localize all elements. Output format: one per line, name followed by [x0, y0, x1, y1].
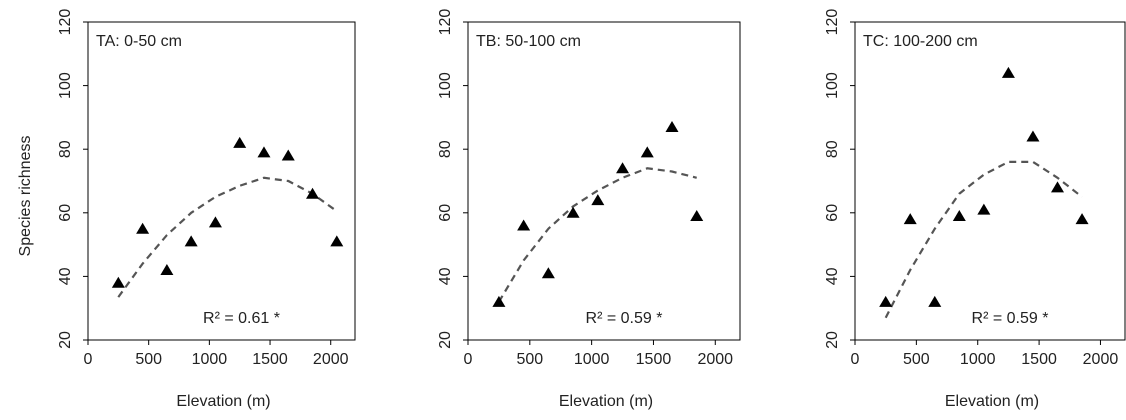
data-point [184, 235, 198, 247]
x-tick-label: 2000 [313, 351, 349, 368]
y-axis-label: Species richness [17, 136, 34, 257]
data-point [1075, 213, 1089, 225]
data-point [306, 187, 320, 199]
data-point [517, 219, 531, 231]
data-point [665, 120, 679, 132]
y-tick-label: 40 [824, 267, 841, 285]
r-squared-annotation: R² = 0.59 * [586, 310, 663, 327]
y-tick-label: 100 [824, 72, 841, 99]
plot-frame [854, 21, 1126, 341]
x-tick-label: 1500 [636, 351, 672, 368]
data-point [616, 162, 630, 174]
x-tick-label: 0 [84, 351, 93, 368]
data-point [566, 206, 580, 218]
y-tick-label: 60 [437, 204, 454, 222]
y-tick-label: 20 [437, 331, 454, 349]
trend-line [117, 176, 338, 298]
plot-frame [87, 21, 356, 341]
trend-line [884, 160, 1083, 319]
y-tick-label: 60 [824, 204, 841, 222]
data-point [928, 295, 942, 307]
x-tick-label: 1000 [574, 351, 610, 368]
y-tick-label: 40 [437, 267, 454, 285]
data-point [903, 213, 917, 225]
x-tick-label: 2000 [1083, 351, 1119, 368]
r-squared-annotation: R² = 0.59 * [972, 310, 1049, 327]
data-point [136, 222, 150, 234]
x-tick-label: 1500 [1021, 351, 1057, 368]
chart-panel-3: 20 40 60 80 100 120 0 500 1000 1500 2000 Elevation … [824, 9, 1126, 410]
data-point [1001, 66, 1015, 78]
y-tick-label: 80 [57, 140, 74, 158]
x-tick-label: 1000 [192, 351, 228, 368]
panel-title: TB: 50-100 cm [476, 33, 581, 50]
panel-title: TC: 100-200 cm [863, 33, 978, 50]
plot-frame [467, 21, 741, 341]
y-tick-label: 100 [57, 72, 74, 99]
y-tick-label: 80 [824, 140, 841, 158]
data-point [111, 276, 125, 288]
x-axis-label: Elevation (m) [945, 393, 1039, 410]
data-point [233, 136, 247, 148]
x-tick-label: 500 [516, 351, 543, 368]
x-tick-label: 1500 [252, 351, 288, 368]
data-point [160, 264, 174, 276]
y-tick-label: 80 [437, 140, 454, 158]
data-point [591, 194, 605, 206]
y-tick-label: 120 [57, 9, 74, 36]
data-point [977, 203, 991, 215]
trend-line [497, 167, 697, 303]
data-point [879, 295, 893, 307]
data-point [281, 149, 295, 161]
data-point [208, 216, 222, 228]
x-tick-label: 500 [135, 351, 162, 368]
y-tick-label: 20 [57, 331, 74, 349]
y-tick-label: 100 [437, 72, 454, 99]
x-tick-label: 500 [903, 351, 930, 368]
x-tick-label: 0 [851, 351, 860, 368]
data-point [492, 295, 506, 307]
data-point [257, 146, 271, 158]
data-point [1026, 130, 1040, 142]
y-tick-label: 20 [824, 331, 841, 349]
data-point [640, 146, 654, 158]
data-point [330, 235, 344, 247]
y-tick-label: 120 [437, 9, 454, 36]
data-point [952, 209, 966, 221]
y-tick-label: 40 [57, 267, 74, 285]
data-point [690, 209, 704, 221]
x-tick-label: 1000 [960, 351, 996, 368]
panel-title: TA: 0-50 cm [96, 33, 182, 50]
chart-panel-2: 20 40 60 80 100 120 0 500 1000 1500 2000 Elevation … [437, 9, 741, 410]
chart-panel-1: 20 40 60 80 100 120 0 500 1000 1500 2000 Elevation … [17, 9, 356, 410]
x-axis-label: Elevation (m) [559, 393, 653, 410]
y-tick-label: 120 [824, 9, 841, 36]
x-tick-label: 0 [464, 351, 473, 368]
data-point [541, 267, 555, 279]
y-tick-label: 60 [57, 204, 74, 222]
r-squared-annotation: R² = 0.61 * [203, 310, 280, 327]
data-point [1051, 181, 1064, 193]
x-tick-label: 2000 [697, 351, 733, 368]
x-axis-label: Elevation (m) [176, 393, 270, 410]
